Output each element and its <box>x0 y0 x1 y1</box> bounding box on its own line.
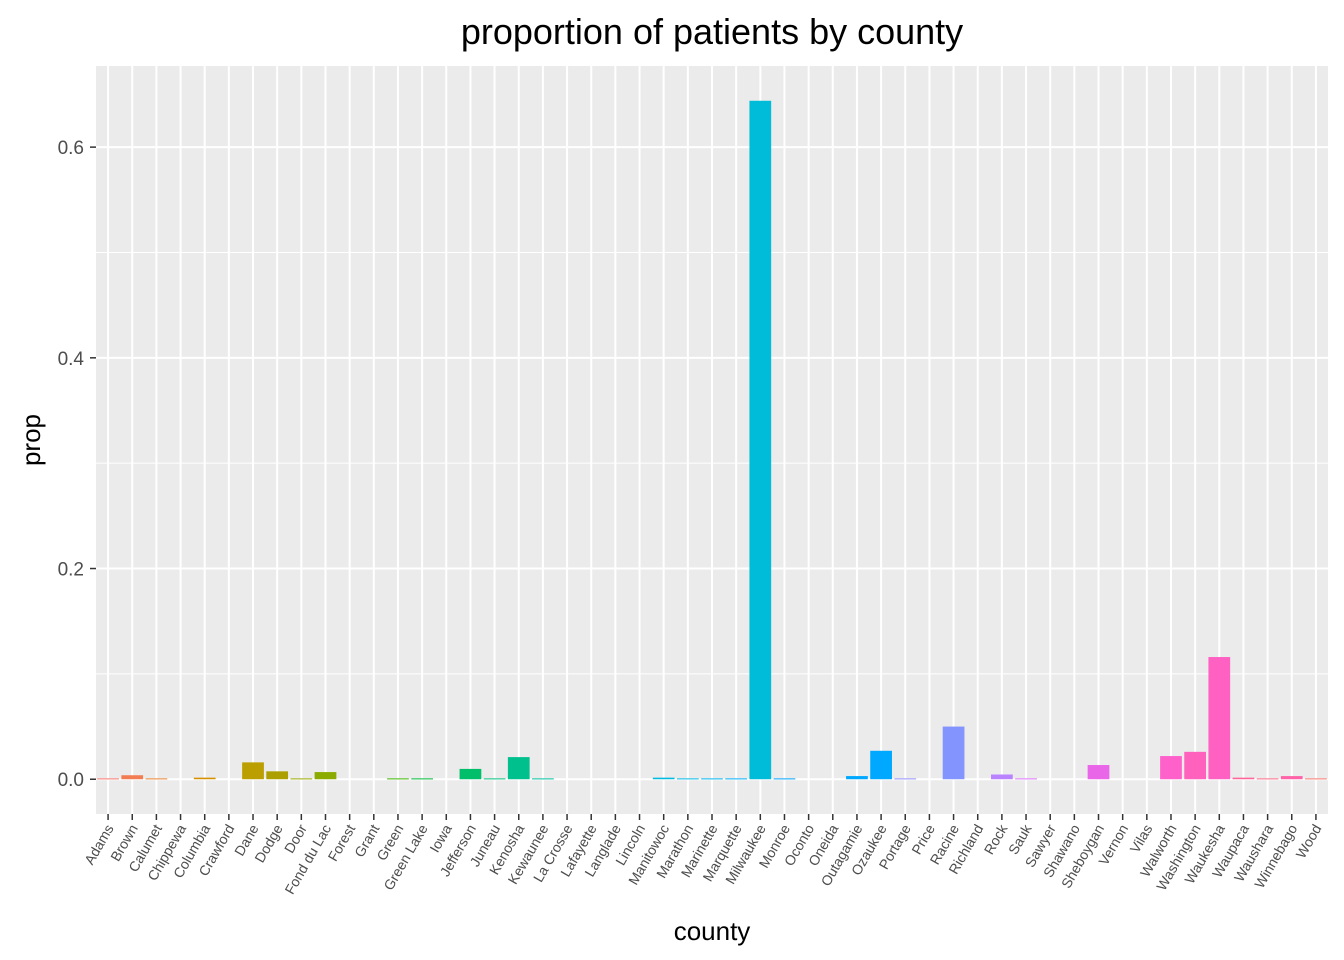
bars <box>97 100 1327 780</box>
bar-kewaunee <box>532 778 554 780</box>
bar-manitowoc <box>652 777 675 780</box>
bar-walworth <box>1160 756 1182 780</box>
bar-adams <box>97 778 119 780</box>
bar-outagamie <box>846 776 868 780</box>
bar-wood <box>1305 778 1327 780</box>
bar-ozaukee <box>870 750 892 780</box>
bar-waupaca <box>1232 777 1255 780</box>
bar-green <box>387 778 409 780</box>
bar-winnebago <box>1280 776 1303 780</box>
bar-monroe <box>773 778 796 780</box>
bar-kenosha <box>507 757 530 780</box>
y-tick-label: 0.4 <box>58 349 85 370</box>
bar-sheboygan <box>1087 765 1110 780</box>
bar-dodge <box>266 771 289 780</box>
bar-dane <box>242 762 264 780</box>
chart-title: proportion of patients by county <box>461 11 963 52</box>
bar-racine <box>942 726 965 780</box>
y-tick-label: 0.2 <box>58 560 84 581</box>
bar-columbia <box>193 777 216 780</box>
y-tick-label: 0.6 <box>58 138 84 159</box>
y-axis: 0.0 0.2 0.4 0.6 <box>58 138 96 791</box>
bar-waushara <box>1256 778 1279 780</box>
plot-panel <box>96 66 1328 814</box>
bar-marathon <box>676 778 699 780</box>
bar-brown <box>121 775 144 780</box>
bar-green-lake <box>411 778 433 780</box>
y-axis-title: prop <box>16 414 46 466</box>
y-tick-label: 0.0 <box>58 770 84 791</box>
x-axis-title: county <box>674 916 751 946</box>
bar-waukesha <box>1208 657 1231 780</box>
bar-rock <box>991 774 1013 780</box>
bar-juneau <box>483 778 506 780</box>
bar-marinette <box>701 778 723 780</box>
bar-washington <box>1184 751 1207 780</box>
bar-jefferson <box>459 768 482 780</box>
bar-fond-du-lac <box>314 772 337 780</box>
bar-milwaukee <box>749 100 772 780</box>
bar-calumet <box>145 778 168 780</box>
bar-marquette <box>725 778 748 780</box>
bar-sauk <box>1015 778 1037 780</box>
bar-portage <box>894 778 917 780</box>
bar-door <box>290 778 313 780</box>
